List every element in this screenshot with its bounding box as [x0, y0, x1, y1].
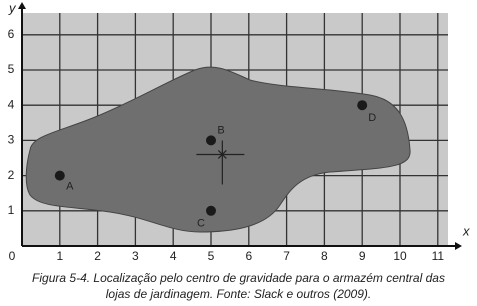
- x-axis-arrow: [455, 242, 462, 250]
- point: [54, 170, 65, 181]
- caption: Figura 5-4. Localização pelo centro de g…: [0, 270, 477, 302]
- y-tick-label: 3: [8, 133, 15, 147]
- point: [357, 100, 368, 111]
- x-tick-label: 5: [208, 249, 215, 263]
- point: [206, 205, 216, 216]
- x-tick-label: 0: [9, 249, 16, 263]
- y-axis-label: y: [8, 0, 17, 15]
- y-tick-label: 6: [8, 27, 15, 41]
- point-label: A: [66, 181, 74, 193]
- y-tick-label: 5: [8, 62, 15, 76]
- x-axis-label: x: [462, 223, 470, 238]
- y-tick-label: 1: [8, 203, 15, 217]
- x-tick-label: 7: [283, 249, 290, 263]
- x-tick-label: 3: [132, 249, 139, 263]
- x-tick-label: 10: [393, 249, 407, 263]
- x-tick-label: 11: [432, 249, 445, 263]
- point-label: B: [217, 124, 224, 136]
- x-tick-label: 4: [170, 249, 177, 263]
- point-label: D: [368, 112, 376, 124]
- region: [25, 66, 411, 233]
- y-tick-label: 4: [8, 97, 15, 111]
- caption-line: Figura 5-4. Localização pelo centro de g…: [32, 271, 445, 285]
- point: [206, 135, 216, 146]
- x-tick-label: 9: [359, 249, 366, 263]
- x-tick-label: 1: [56, 249, 63, 263]
- center-marker: [217, 150, 227, 159]
- point-label: C: [197, 218, 205, 230]
- x-tick-label: 6: [245, 249, 252, 263]
- caption-line: lojas de jardinagem. Fonte: Slack e outr…: [105, 287, 372, 301]
- x-tick-label: 2: [94, 249, 101, 263]
- y-tick-label: 2: [8, 168, 15, 182]
- y-axis-arrow: [18, 2, 26, 9]
- x-tick-label: 8: [321, 249, 328, 263]
